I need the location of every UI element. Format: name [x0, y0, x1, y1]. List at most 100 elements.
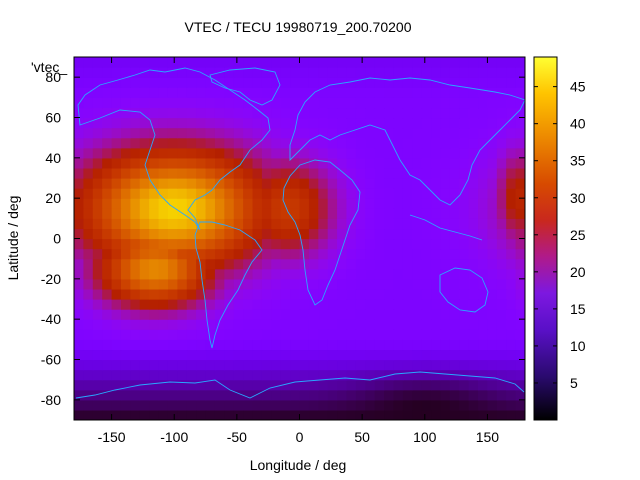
heatmap-cell — [280, 288, 291, 300]
heatmap-cell — [271, 288, 282, 300]
heatmap-cell — [149, 339, 160, 351]
heatmap-cell — [308, 299, 319, 310]
heatmap-cell — [252, 167, 263, 179]
heatmap-cell — [355, 248, 366, 260]
heatmap-cell — [487, 369, 498, 381]
heatmap-cell — [102, 258, 113, 270]
heatmap-cell — [196, 278, 207, 290]
heatmap-cell — [318, 319, 329, 330]
heatmap-cell — [252, 339, 263, 351]
colorbar — [534, 57, 557, 420]
heatmap-cell — [186, 309, 197, 320]
heatmap-cell — [308, 278, 319, 290]
heatmap-cell — [449, 157, 460, 169]
heatmap-cell — [74, 167, 84, 179]
heatmap-cell — [196, 157, 207, 169]
heatmap-cell — [290, 87, 301, 98]
heatmap-cell — [243, 319, 254, 330]
heatmap-cell — [346, 157, 357, 169]
heatmap-cell — [337, 167, 348, 179]
heatmap-cell — [421, 157, 432, 169]
heatmap-cell — [515, 309, 525, 320]
heatmap-cell — [243, 409, 254, 420]
heatmap-cell — [139, 369, 150, 381]
heatmap-cell — [318, 278, 329, 290]
heatmap-cell — [261, 349, 272, 361]
heatmap-cell — [111, 258, 122, 270]
heatmap-cell — [337, 87, 348, 98]
heatmap-cell — [233, 299, 244, 310]
heatmap-cell — [149, 349, 160, 361]
heatmap-cell — [515, 198, 525, 209]
heatmap-cell — [102, 389, 113, 401]
heatmap-cell — [233, 268, 244, 280]
heatmap-cell — [478, 147, 489, 159]
heatmap-cell — [186, 178, 197, 189]
heatmap-cell — [120, 218, 131, 230]
heatmap-cell — [402, 87, 413, 98]
heatmap-cell — [412, 188, 423, 199]
heatmap-cell — [252, 218, 263, 230]
heatmap-cell — [261, 258, 272, 270]
heatmap-cell — [92, 107, 103, 119]
heatmap-cell — [186, 117, 197, 129]
heatmap-cell — [337, 369, 348, 381]
heatmap-cell — [167, 57, 178, 68]
heatmap-cell — [271, 157, 282, 169]
heatmap-cell — [149, 389, 160, 401]
heatmap-cell — [318, 268, 329, 280]
heatmap-cell — [299, 248, 310, 260]
heatmap-cell — [290, 157, 301, 169]
heatmap-cell — [365, 248, 376, 260]
heatmap-cell — [440, 198, 451, 209]
heatmap-cell — [271, 389, 282, 401]
heatmap-cell — [280, 399, 291, 411]
heatmap-cell — [299, 218, 310, 230]
heatmap-cell — [139, 198, 150, 209]
heatmap-cell — [149, 77, 160, 88]
heatmap-cell — [271, 399, 282, 411]
heatmap-cell — [468, 77, 479, 88]
coastline-africa — [282, 159, 361, 306]
heatmap-cell — [374, 117, 385, 129]
heatmap-cell — [261, 167, 272, 179]
heatmap-cell — [130, 87, 141, 98]
heatmap-cell — [440, 228, 451, 240]
heatmap-cell — [149, 319, 160, 330]
heatmap-cell — [346, 329, 357, 340]
heatmap-cell — [318, 288, 329, 300]
heatmap-cell — [243, 329, 254, 340]
heatmap-cell — [487, 329, 498, 340]
heatmap-cell — [374, 278, 385, 290]
heatmap-cell — [346, 107, 357, 119]
heatmap-cell — [299, 369, 310, 381]
heatmap-cell — [299, 359, 310, 371]
heatmap-cell — [74, 329, 84, 340]
heatmap-cell — [177, 309, 188, 320]
heatmap-cell — [487, 248, 498, 260]
heatmap-cell — [261, 188, 272, 199]
heatmap-cell — [271, 248, 282, 260]
heatmap-cell — [271, 359, 282, 371]
heatmap-cell — [83, 107, 94, 119]
heatmap-cell — [177, 127, 188, 139]
heatmap-cell — [308, 409, 319, 420]
heatmap-cell — [149, 87, 160, 98]
heatmap-cell — [365, 97, 376, 109]
heatmap-cell — [120, 369, 131, 381]
heatmap-cell — [308, 258, 319, 270]
heatmap-cell — [318, 258, 329, 270]
heatmap-cell — [402, 339, 413, 351]
heatmap-cell — [149, 248, 160, 260]
heatmap-cell — [299, 309, 310, 320]
heatmap-cell — [83, 67, 94, 78]
heatmap-cell — [205, 87, 216, 98]
heatmap-cell — [74, 137, 84, 149]
heatmap-cell — [412, 299, 423, 310]
heatmap-cell — [402, 57, 413, 68]
heatmap-cell — [327, 409, 338, 420]
heatmap-cell — [402, 167, 413, 179]
y-tick-label: 40 — [45, 150, 61, 166]
heatmap-cell — [158, 157, 169, 169]
